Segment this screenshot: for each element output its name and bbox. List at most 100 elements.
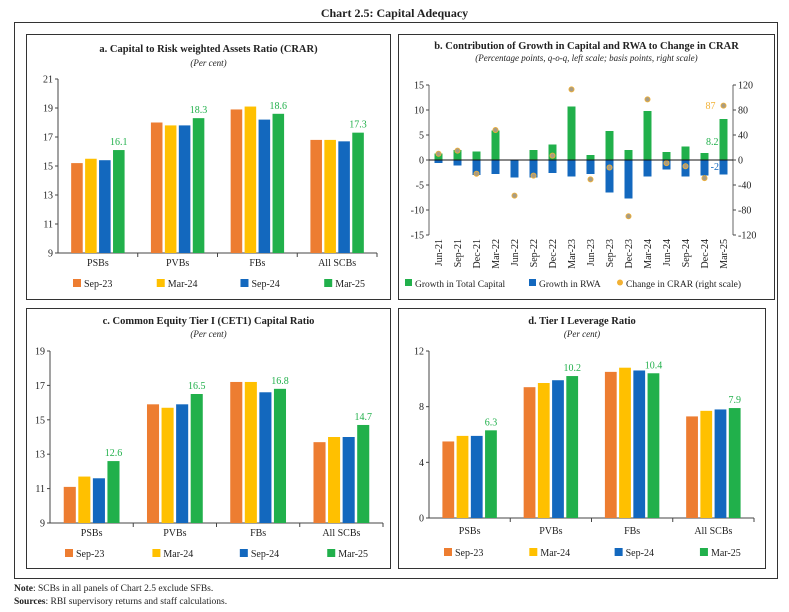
- chart-subtitle: (Per cent): [190, 58, 226, 68]
- legend-swatch: [152, 549, 161, 557]
- bar-capital-growth: [586, 155, 595, 160]
- legend-label: Mar-24: [540, 548, 570, 559]
- bar-capital-growth: [491, 130, 500, 160]
- bar-mar-25-pvbs: [566, 376, 579, 518]
- data-label: 10.2: [563, 363, 581, 374]
- legend-swatch: [156, 279, 165, 287]
- sources-text: : RBI supervisory returns and staff calc…: [45, 597, 228, 607]
- crar-change-dot: [663, 160, 670, 167]
- data-label: 14.7: [354, 412, 372, 423]
- bar-mar-24-pvbs: [161, 407, 174, 523]
- y2-tick-label: -120: [738, 231, 756, 242]
- y-tick-label: 9: [48, 249, 53, 260]
- y-tick-label: 13: [43, 191, 53, 202]
- y-tick-label: 0: [419, 156, 424, 167]
- bar-sep-23-psbs: [71, 163, 83, 253]
- x-tick-label: All SCBs: [694, 526, 732, 537]
- legend-swatch-crar: [617, 279, 623, 286]
- chart-subtitle: (Percentage points, q-o-q, left scale; b…: [475, 53, 697, 63]
- bar-capital-growth: [662, 152, 671, 160]
- legend-label: Sep-23: [455, 548, 483, 559]
- bar-sep-24-fbs: [259, 392, 272, 523]
- panel-a-svg: a. Capital to Risk weighted Assets Ratio…: [43, 44, 378, 290]
- chart-title: d. Tier I Leverage Ratio: [528, 316, 636, 327]
- bar-sep-23-psbs: [442, 441, 455, 518]
- legend-swatch: [239, 549, 248, 557]
- legend-label: Sep-24: [251, 279, 279, 290]
- y-tick-label: 11: [35, 484, 45, 495]
- bar-sep-23-all-scbs: [313, 442, 326, 523]
- legend-swatch: [444, 548, 452, 556]
- crar-change-dot: [492, 127, 499, 134]
- note-text: : SCBs in all panels of Chart 2.5 exclud…: [33, 584, 214, 594]
- x-tick-label: Jun-21: [434, 239, 445, 266]
- bar-capital-growth: [624, 150, 633, 160]
- crar-change-dot: [682, 163, 689, 170]
- crar-change-dot: [549, 152, 556, 159]
- panel-c-cet1: c. Common Equity Tier I (CET1) Capital R…: [26, 308, 391, 569]
- legend-swatch-rwa: [529, 279, 536, 286]
- bar-sep-24-pvbs: [178, 125, 191, 253]
- bar-sep-24-pvbs: [176, 404, 189, 523]
- bar-rwa-growth: [605, 160, 614, 193]
- y-tick-label: 10: [414, 106, 424, 117]
- data-label: 7.9: [728, 395, 741, 406]
- x-tick-label: Sep-22: [529, 239, 540, 267]
- chart-title: a. Capital to Risk weighted Assets Ratio…: [99, 44, 318, 55]
- y-tick-label: 19: [43, 104, 53, 115]
- legend-swatch: [65, 549, 73, 557]
- data-label: 18.6: [270, 101, 288, 112]
- bar-mar-25-psbs: [107, 461, 120, 523]
- x-tick-label: FBs: [249, 258, 265, 269]
- data-label: 17.3: [349, 120, 367, 131]
- crar-change-dot: [530, 172, 537, 179]
- bar-rwa-growth: [453, 160, 462, 166]
- crar-last-label: 87: [706, 101, 716, 112]
- bar-mar-24-all-scbs: [328, 437, 341, 523]
- x-tick-label: Dec-24: [700, 239, 711, 268]
- bar-mar-24-fbs: [619, 367, 631, 518]
- y2-tick-label: 80: [738, 106, 748, 117]
- legend-swatch: [529, 548, 538, 556]
- bar-sep-23-all-scbs: [686, 416, 698, 518]
- legend-swatch: [614, 548, 623, 556]
- bar-rwa-growth: [586, 160, 595, 174]
- data-label: 16.5: [188, 381, 206, 392]
- x-tick-label: Dec-22: [548, 239, 559, 268]
- bar-rwa-growth: [624, 160, 633, 199]
- legend-label: Mar-24: [163, 549, 193, 560]
- x-tick-label: PSBs: [81, 528, 103, 539]
- y-tick-label: 17: [35, 381, 45, 392]
- chart-title: c. Common Equity Tier I (CET1) Capital R…: [103, 316, 315, 327]
- y2-tick-label: -80: [738, 206, 751, 217]
- x-tick-label: PVBs: [539, 526, 562, 537]
- y-tick-label: 17: [43, 133, 53, 144]
- panel-d-leverage: d. Tier I Leverage Ratio (Per cent) 0 4 8 12 P…: [398, 308, 766, 569]
- bar-sep-23-pvbs: [146, 404, 160, 523]
- y-tick-label: 9: [40, 519, 45, 530]
- legend-label: Sep-23: [76, 549, 104, 560]
- panel-c-svg: c. Common Equity Tier I (CET1) Capital R…: [35, 316, 384, 560]
- panel-b-contribution: b. Contribution of Growth in Capital and…: [398, 34, 775, 300]
- x-tick-label: Jun-23: [586, 239, 597, 266]
- y-tick-label: 15: [35, 415, 45, 426]
- crar-change-dot: [606, 164, 613, 171]
- legend-swatch: [324, 279, 333, 287]
- y-tick-label: 15: [414, 81, 424, 92]
- y-tick-label: -15: [411, 231, 424, 242]
- legend-label: Mar-25: [338, 549, 368, 560]
- y-tick-label: 12: [414, 347, 424, 358]
- bar-sep-24-all-scbs: [338, 141, 350, 253]
- x-tick-label: Dec-21: [472, 239, 483, 268]
- legend-label: Mar-24: [168, 279, 198, 290]
- bar-capital-growth: [434, 153, 443, 160]
- legend-label: Change in CRAR (right scale): [626, 279, 741, 290]
- bar-mar-24-fbs: [244, 381, 257, 523]
- sources-label: Sources: [14, 597, 46, 607]
- crar-change-dot: [435, 150, 442, 157]
- x-tick-label: Sep-24: [681, 239, 692, 267]
- legend-swatch: [327, 549, 336, 557]
- note-label: Note: [14, 584, 33, 594]
- bar-capital-growth: [719, 119, 728, 160]
- bar-mar-25-psbs: [113, 150, 125, 253]
